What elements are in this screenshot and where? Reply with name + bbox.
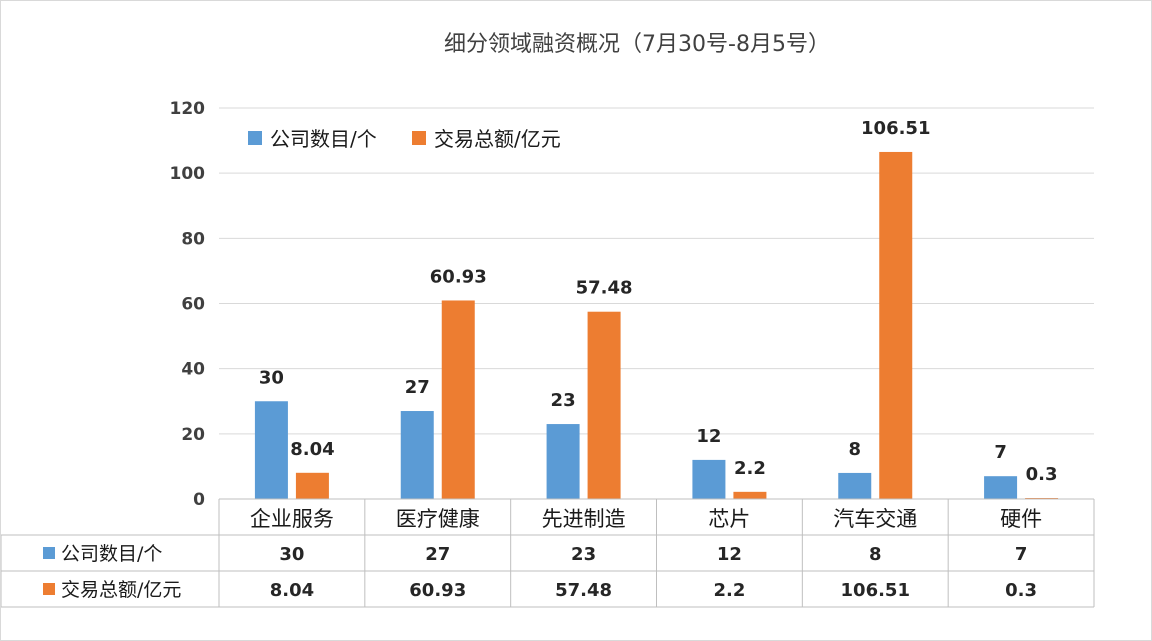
table-cell: 8: [869, 544, 882, 565]
table-cell: 8.04: [270, 580, 314, 601]
table-cell: 27: [425, 544, 450, 565]
table-series-label: 公司数目/个: [61, 543, 162, 565]
gridlines: [219, 107, 1094, 435]
y-tick-label: 40: [181, 360, 205, 380]
data-label: 2.2: [734, 458, 766, 479]
legend-swatch: [412, 131, 426, 145]
x-tick-label: 芯片: [708, 507, 750, 531]
data-labels: 30 27 23 12 8 7 8.04 60.93 57.48 2.2 106.51 0.3: [259, 118, 1058, 485]
table-cell: 57.48: [555, 580, 612, 601]
legend-label: 交易总额/亿元: [434, 127, 561, 151]
y-axis: 0 20 40 60 80 100 120: [170, 99, 206, 510]
bar-count: [838, 472, 872, 499]
data-label: 27: [405, 377, 430, 398]
bar-amount: [733, 491, 767, 499]
legend-swatch: [248, 131, 262, 145]
table-series-label: 交易总额/亿元: [61, 579, 181, 601]
bar-amount: [879, 151, 913, 500]
bar-count: [692, 459, 726, 499]
data-label: 12: [696, 426, 721, 447]
bar-count: [984, 476, 1018, 499]
table-legend-swatch: [43, 547, 55, 559]
bar-amount: [295, 472, 329, 499]
table-cell: 12: [717, 544, 742, 565]
data-label: 7: [994, 442, 1007, 463]
y-tick-label: 20: [181, 425, 205, 445]
table-cell: 7: [1015, 544, 1028, 565]
table-cell: 30: [279, 544, 304, 565]
y-tick-label: 80: [181, 229, 205, 249]
data-label: 30: [259, 367, 284, 388]
bars: [254, 151, 1059, 500]
bar-count: [546, 424, 580, 499]
legend: 公司数目/个 交易总额/亿元: [248, 127, 561, 151]
legend-label: 公司数目/个: [270, 127, 377, 151]
bar-count: [254, 401, 288, 499]
table-cell: 0.3: [1005, 580, 1037, 601]
x-tick-label: 企业服务: [250, 507, 334, 531]
bar-amount: [587, 311, 621, 499]
table-cell: 60.93: [409, 580, 466, 601]
table-legend-swatch: [43, 583, 55, 595]
data-label: 60.93: [430, 266, 487, 287]
x-tick-label: 医疗健康: [396, 507, 480, 531]
data-label: 23: [551, 390, 576, 411]
y-tick-label: 120: [170, 99, 206, 119]
bar-count: [400, 411, 434, 499]
data-label: 0.3: [1026, 464, 1058, 485]
data-label: 8: [848, 439, 861, 460]
x-tick-label: 汽车交通: [833, 507, 917, 531]
x-tick-label: 硬件: [1000, 507, 1042, 531]
data-label: 106.51: [861, 118, 930, 139]
y-tick-label: 60: [181, 295, 205, 315]
data-label: 8.04: [290, 439, 334, 460]
table-cell: 23: [571, 544, 596, 565]
y-tick-label: 100: [170, 164, 206, 184]
table-cell: 106.51: [841, 580, 910, 601]
table-cell: 2.2: [713, 580, 745, 601]
x-tick-label: 先进制造: [542, 507, 626, 531]
chart-title: 细分领域融资概况（7月30号-8月5号）: [444, 32, 830, 57]
bar-amount: [441, 300, 475, 499]
y-tick-label: 0: [193, 490, 205, 510]
data-label: 57.48: [576, 278, 633, 299]
